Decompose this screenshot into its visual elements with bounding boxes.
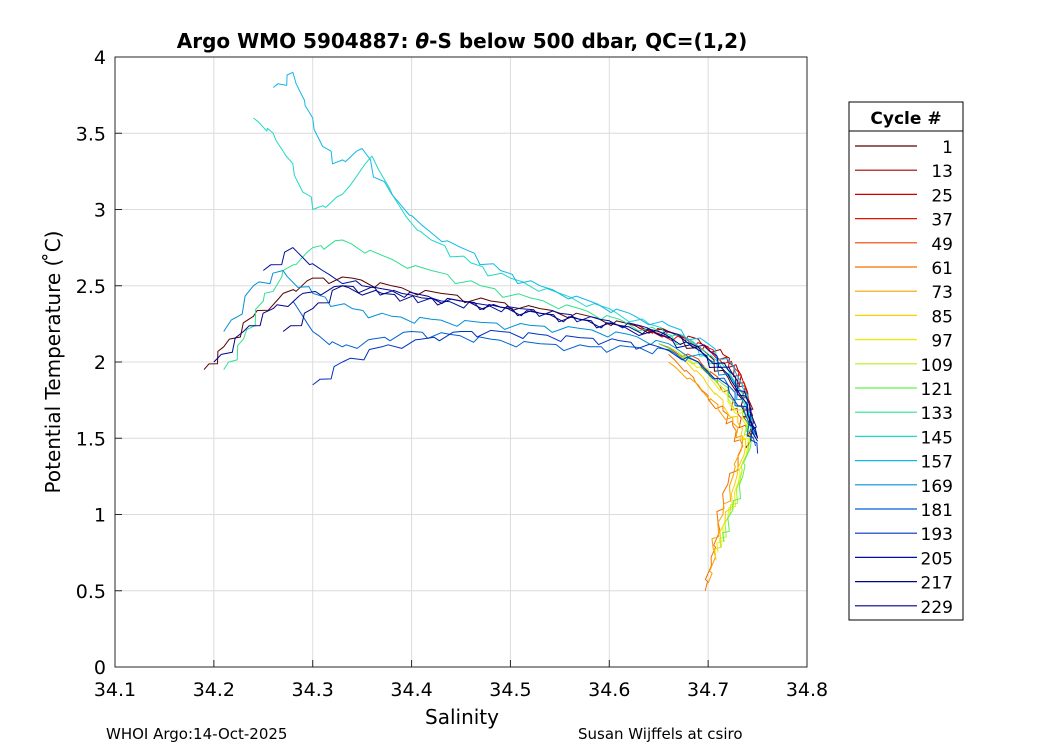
legend-label: 181 xyxy=(921,501,953,521)
y-tick-labels: 0 0.5 1 1.5 2 2.5 3 3.5 4 xyxy=(76,47,106,679)
series-line-cycle-85 xyxy=(678,354,747,561)
y-axis-label: Potential Temperature ( ̊C) xyxy=(41,231,65,494)
series-line-cycle-181 xyxy=(292,300,757,447)
plot-area-frame xyxy=(114,56,808,668)
series-line-cycle-193 xyxy=(312,329,759,454)
series-line-cycle-49 xyxy=(658,343,749,431)
legend-title: Cycle # xyxy=(870,109,941,129)
legend-label: 1 xyxy=(942,138,953,158)
legend-label: 73 xyxy=(931,283,953,303)
legend-label: 97 xyxy=(931,332,953,352)
y-tick-label: 1 xyxy=(94,505,106,527)
legend-label: 205 xyxy=(921,549,953,569)
footer-credit-right: Susan Wijffels at csiro xyxy=(578,725,743,743)
legend: Cycle # 1 13 25 37 49 61 73 85 97 109 121 133 145 157… xyxy=(848,101,964,621)
title-suffix: -S below 500 dbar, QC=(1,2) xyxy=(429,29,747,53)
legend-label: 61 xyxy=(931,259,953,279)
legend-label: 133 xyxy=(921,404,953,424)
series-line-cycle-61 xyxy=(668,354,744,591)
legend-label: 193 xyxy=(921,525,953,545)
footer-credit-left: WHOI Argo:14-Oct-2025 xyxy=(106,725,288,743)
x-tick-label: 34.4 xyxy=(390,679,432,701)
y-tick-label: 0 xyxy=(94,657,106,679)
legend-label: 169 xyxy=(921,477,953,497)
x-tick-label: 34.5 xyxy=(489,679,531,701)
y-tick-label: 4 xyxy=(94,47,106,69)
y-tick-label: 1.5 xyxy=(76,428,106,450)
legend-label: 13 xyxy=(931,162,953,182)
series-line-cycle-73 xyxy=(668,361,744,584)
x-tick-label: 34.1 xyxy=(94,679,136,701)
title-theta: θ xyxy=(415,29,429,53)
legend-label: 229 xyxy=(921,598,953,618)
legend-label: 157 xyxy=(921,453,953,473)
x-tick-label: 34.6 xyxy=(588,679,630,701)
x-tick-label: 34.3 xyxy=(292,679,334,701)
legend-label: 25 xyxy=(931,186,953,206)
x-tick-label: 34.8 xyxy=(786,679,828,701)
x-tick-labels: 34.1 34.2 34.3 34.4 34.5 34.6 34.7 34.8 xyxy=(94,679,828,701)
grid-lines xyxy=(114,56,808,668)
legend-label: 121 xyxy=(921,380,953,400)
series-line-cycle-109 xyxy=(668,346,751,549)
x-tick-label: 34.2 xyxy=(193,679,235,701)
legend-items: 1 13 25 37 49 61 73 85 97 109 121 133 145 157 169 181 19… xyxy=(855,138,953,618)
legend-label: 145 xyxy=(921,428,953,448)
series-line-cycle-169 xyxy=(223,270,757,439)
x-axis-label: Salinity xyxy=(425,705,499,729)
chart-title: Argo WMO 5904887: θ-S below 500 dbar, QC… xyxy=(177,29,747,53)
series-line-cycle-229 xyxy=(213,285,759,442)
series-line-cycle-133 xyxy=(223,239,754,431)
series-line-cycle-97 xyxy=(678,349,749,553)
series-layer xyxy=(203,71,759,591)
y-tick-label: 0.5 xyxy=(76,581,106,603)
title-prefix: Argo WMO 5904887: xyxy=(177,29,416,53)
series-line-cycle-145 xyxy=(253,117,754,424)
legend-label: 109 xyxy=(921,356,953,376)
y-tick-label: 3 xyxy=(94,200,106,222)
y-tick-label: 2.5 xyxy=(76,276,106,298)
legend-label: 49 xyxy=(931,235,953,255)
y-tick-label: 3.5 xyxy=(76,123,106,145)
legend-label: 217 xyxy=(921,574,953,594)
y-tick-label: 2 xyxy=(94,352,106,374)
x-tick-label: 34.7 xyxy=(687,679,729,701)
series-line-cycle-121 xyxy=(658,343,753,543)
legend-label: 37 xyxy=(931,211,953,231)
legend-label: 85 xyxy=(931,307,953,327)
series-line-cycle-157 xyxy=(272,71,757,436)
